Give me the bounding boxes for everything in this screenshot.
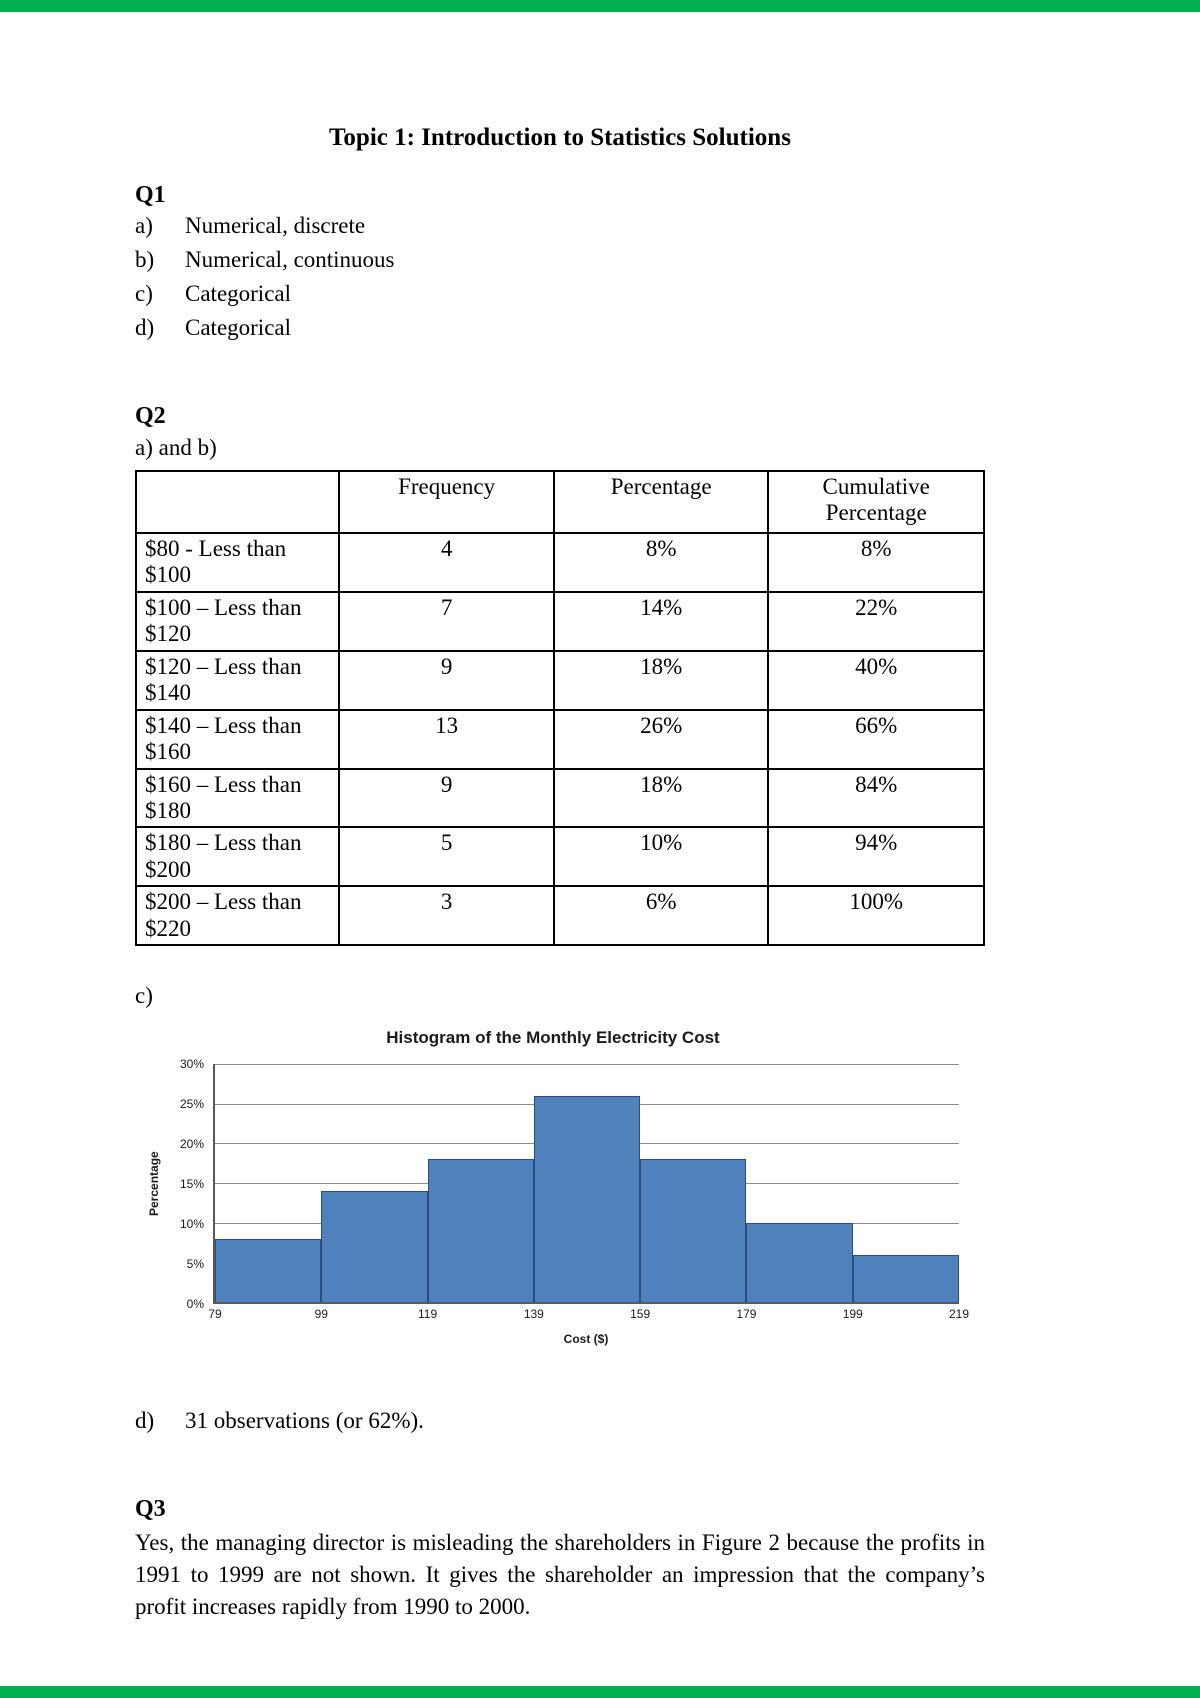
q2-heading: Q2 xyxy=(135,403,166,429)
y-tick-label: 15% xyxy=(179,1177,204,1192)
value-cell: 66% xyxy=(767,708,985,770)
y-axis-label: Percentage xyxy=(147,1151,161,1217)
class-range-cell: $80 - Less than $100 xyxy=(134,532,341,593)
item-label: a) xyxy=(135,213,153,238)
histogram-bar xyxy=(533,1095,641,1303)
value-cell: 9 xyxy=(338,767,555,829)
histogram-chart: Histogram of the Monthly Electricity Cos… xyxy=(147,1028,969,1347)
table-row: $200 – Less than $220 3 6% 100% xyxy=(134,885,985,947)
item-text: Numerical, discrete xyxy=(185,213,366,238)
class-range-cell: $100 – Less than $120 xyxy=(134,590,341,652)
y-tick-label: 25% xyxy=(179,1097,204,1112)
y-tick-labels: 0% 5% 10% 15% 20% 25% 30% xyxy=(167,1057,213,1311)
value-cell: 3 xyxy=(338,885,555,947)
histogram-bar xyxy=(852,1254,959,1303)
class-range-cell: $200 – Less than $220 xyxy=(134,885,341,947)
class-range-cell: $180 – Less than $200 xyxy=(134,826,341,888)
x-tick-label: 119 xyxy=(417,1307,438,1322)
q3-heading: Q3 xyxy=(135,1496,166,1523)
table-row: $160 – Less than $180 9 18% 84% xyxy=(134,767,985,829)
frequency-table-body: $80 - Less than $100 4 8% 8% $100 – Less tha… xyxy=(134,532,985,947)
x-tick-label: 139 xyxy=(523,1307,544,1322)
q1-heading: Q1 xyxy=(135,182,166,208)
value-cell: 10% xyxy=(552,826,770,888)
value-cell: 100% xyxy=(767,885,985,947)
frequency-table: Frequency Percentage Cumulative Percenta… xyxy=(134,470,985,947)
table-row: $180 – Less than $200 5 10% 94% xyxy=(134,826,985,888)
q1-item-d: d) Categorical xyxy=(135,311,985,345)
x-tick-label: 179 xyxy=(736,1307,757,1322)
item-label: c) xyxy=(135,281,153,306)
header-empty-cell xyxy=(134,470,341,534)
item-text: Categorical xyxy=(185,315,292,340)
item-text: Categorical xyxy=(185,281,292,306)
x-tick-label: 99 xyxy=(314,1307,328,1322)
x-tick-label: 159 xyxy=(630,1307,651,1322)
histogram-bar xyxy=(746,1222,853,1303)
histogram-bar xyxy=(427,1159,534,1303)
page-title: Topic 1: Introduction to Statistics Solu… xyxy=(329,124,791,151)
class-range-cell: $160 – Less than $180 xyxy=(134,767,341,829)
document-page: Topic 1: Introduction to Statistics Solu… xyxy=(134,0,985,1623)
value-cell: 8% xyxy=(552,532,770,593)
value-cell: 26% xyxy=(552,708,770,770)
value-cell: 9 xyxy=(338,649,555,711)
top-green-band xyxy=(0,0,1200,12)
value-cell: 5 xyxy=(338,826,555,888)
header-percentage: Percentage xyxy=(552,470,770,534)
table-header-row: Frequency Percentage Cumulative Percenta… xyxy=(134,470,985,534)
value-cell: 4 xyxy=(338,532,555,593)
item-label: d) xyxy=(135,1408,155,1434)
value-cell: 6% xyxy=(552,885,770,947)
q1-item-c: c) Categorical xyxy=(135,277,985,311)
item-label: b) xyxy=(135,247,155,272)
y-tick-label: 30% xyxy=(179,1057,204,1072)
value-cell: 94% xyxy=(767,826,985,888)
value-cell: 14% xyxy=(552,590,770,652)
bottom-green-band xyxy=(0,1686,1200,1698)
table-row: $100 – Less than $120 7 14% 22% xyxy=(134,590,985,652)
gridline xyxy=(215,1064,959,1066)
header-cumulative-percentage: Cumulative Percentage xyxy=(767,470,985,534)
x-tick-labels: 79 99 119 139 159 179 199 219 xyxy=(208,1302,969,1324)
q1-item-a: a) Numerical, discrete xyxy=(135,209,985,243)
q1-item-b: b) Numerical, continuous xyxy=(135,243,985,277)
x-tick-label: 199 xyxy=(842,1307,863,1322)
value-cell: 13 xyxy=(338,708,555,770)
chart-title: Histogram of the Monthly Electricity Cos… xyxy=(386,1028,720,1048)
class-range-cell: $120 – Less than $140 xyxy=(134,649,341,711)
y-tick-label: 0% xyxy=(186,1297,204,1312)
value-cell: 7 xyxy=(338,590,555,652)
class-range-cell: $140 – Less than $160 xyxy=(134,708,341,770)
bars xyxy=(215,1064,959,1303)
value-cell: 18% xyxy=(552,649,770,711)
chart-body: Percentage 0% 5% 10% 15% 20% 25% 30% 79 99 119 13… xyxy=(147,1057,969,1321)
value-cell: 22% xyxy=(767,590,985,652)
q2-item-d: d) 31 observations (or 62%). xyxy=(135,1404,985,1438)
y-tick-label: 20% xyxy=(179,1137,204,1152)
value-cell: 84% xyxy=(767,767,985,829)
value-cell: 8% xyxy=(767,532,985,593)
q2-ab-label: a) and b) xyxy=(135,435,217,460)
y-tick-label: 10% xyxy=(179,1217,204,1232)
table-row: $140 – Less than $160 13 26% 66% xyxy=(134,708,985,770)
value-cell: 18% xyxy=(552,767,770,829)
y-tick-label: 5% xyxy=(186,1257,204,1272)
item-text: 31 observations (or 62%). xyxy=(185,1408,424,1434)
header-frequency: Frequency xyxy=(338,470,555,534)
q2-c-label: c) xyxy=(135,983,153,1009)
value-cell: 40% xyxy=(767,649,985,711)
histogram-bar xyxy=(640,1159,747,1303)
x-axis-label: Cost ($) xyxy=(563,1332,609,1347)
histogram-bar xyxy=(321,1191,428,1303)
item-text: Numerical, continuous xyxy=(185,247,395,272)
item-label: d) xyxy=(135,315,155,340)
x-tick-label: 219 xyxy=(948,1307,970,1322)
q3-paragraph: Yes, the managing director is misleading… xyxy=(135,1530,985,1620)
x-tick-label: 79 xyxy=(208,1307,222,1322)
table-row: $120 – Less than $140 9 18% 40% xyxy=(134,649,985,711)
plot-area: 79 99 119 139 159 179 199 219 xyxy=(208,1064,969,1321)
table-row: $80 - Less than $100 4 8% 8% xyxy=(134,532,985,593)
histogram-bar xyxy=(215,1238,322,1303)
